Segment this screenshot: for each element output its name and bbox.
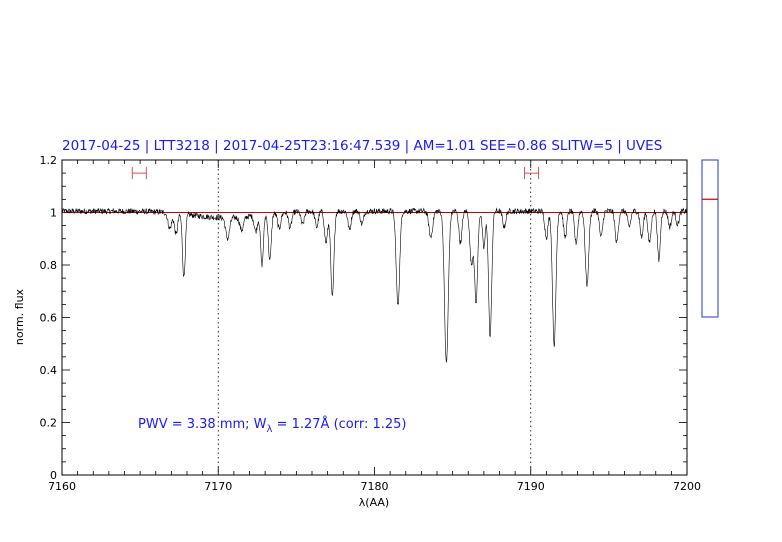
y-tick-label: 1.2 — [40, 154, 58, 167]
y-axis-label: norm. flux — [13, 288, 26, 345]
y-tick-label: 0.2 — [40, 417, 58, 430]
y-tick-label: 0 — [50, 469, 57, 482]
pwv-annotation-subscript: λ — [267, 424, 273, 435]
y-tick-label: 0.4 — [40, 364, 58, 377]
pwv-annotation-prefix: PWV = 3.38 mm; W — [138, 417, 267, 432]
x-tick-label: 7170 — [204, 480, 232, 493]
x-tick-label: 7200 — [673, 480, 701, 493]
side-gauge — [701, 159, 719, 318]
range-marker-0 — [131, 167, 147, 180]
pwv-annotation-suffix: = 1.27Å (corr: 1.25) — [272, 416, 406, 432]
x-tick-label: 7190 — [517, 480, 545, 493]
x-tick-label: 7160 — [48, 480, 76, 493]
x-tick-label: 7180 — [361, 480, 389, 493]
chart-title: 2017-04-25 | LTT3218 | 2017-04-25T23:16:… — [62, 138, 662, 154]
y-tick-label: 0.8 — [40, 259, 58, 272]
y-tick-label: 1 — [50, 207, 57, 220]
plot-area: 7160 7170 7180 7190 7200 0 0.2 0.4 0.6 0.8 1 1.2 — [40, 154, 702, 493]
x-axis-label: λ(AA) — [359, 496, 389, 509]
plot-frame — [61, 159, 688, 476]
spectrum-series — [61, 207, 688, 363]
range-marker-1 — [524, 167, 540, 180]
pwv-annotation: PWV = 3.38 mm; Wλ = 1.27Å (corr: 1.25) — [138, 416, 407, 435]
gauge-frame — [701, 159, 719, 318]
y-tick-label: 0.6 — [40, 312, 58, 325]
